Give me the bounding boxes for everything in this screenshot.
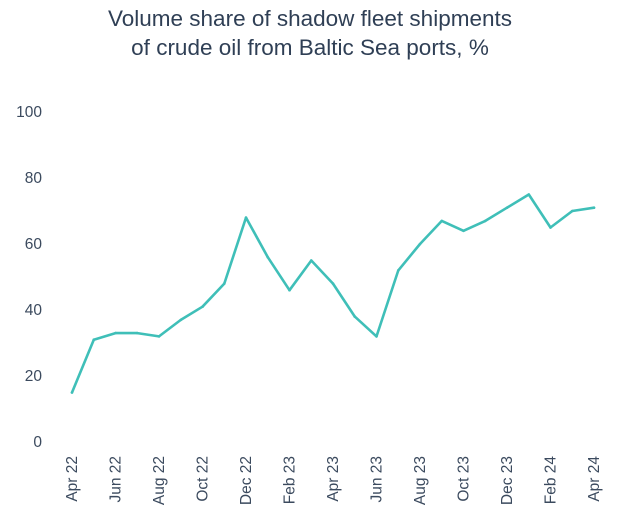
data-point bbox=[266, 255, 270, 259]
x-tick-label: Feb 24 bbox=[543, 456, 560, 505]
data-point bbox=[244, 216, 248, 219]
data-point bbox=[157, 335, 161, 338]
data-point bbox=[483, 219, 487, 223]
data-point bbox=[375, 335, 378, 338]
chart-title-line-2: of crude oil from Baltic Sea ports, % bbox=[131, 35, 489, 60]
data-point bbox=[179, 318, 183, 322]
x-tick-label: Apr 22 bbox=[64, 456, 81, 502]
x-tick-label: Feb 23 bbox=[282, 456, 299, 504]
data-point bbox=[570, 209, 574, 213]
x-tick-label: Aug 22 bbox=[151, 456, 168, 505]
chart-title: Volume share of shadow fleet shipments o… bbox=[0, 4, 620, 62]
data-point bbox=[92, 338, 96, 342]
y-tick-label: 20 bbox=[25, 368, 43, 385]
data-point bbox=[418, 242, 422, 246]
series-line bbox=[70, 193, 596, 394]
data-point bbox=[353, 315, 357, 318]
x-tick-label: Aug 23 bbox=[412, 456, 429, 505]
series-layer bbox=[70, 193, 596, 394]
x-tick-label: Apr 24 bbox=[586, 456, 603, 502]
y-tick-label: 60 bbox=[25, 236, 43, 253]
data-point bbox=[462, 229, 465, 233]
data-point bbox=[549, 226, 552, 229]
data-point bbox=[70, 391, 74, 394]
x-tick-label: Oct 22 bbox=[195, 456, 212, 502]
x-tick-label: Dec 22 bbox=[238, 456, 255, 505]
x-tick-label: Oct 23 bbox=[456, 456, 473, 502]
y-axis-ticks: 0 20 40 60 80 100 bbox=[16, 104, 42, 451]
data-point bbox=[505, 206, 509, 209]
data-point bbox=[440, 219, 444, 223]
y-tick-label: 0 bbox=[33, 434, 42, 451]
data-point bbox=[135, 331, 139, 335]
y-tick-label: 40 bbox=[25, 302, 43, 319]
data-point bbox=[222, 282, 226, 285]
x-tick-label: Jun 23 bbox=[369, 456, 386, 503]
y-tick-label: 80 bbox=[25, 170, 43, 187]
data-point bbox=[309, 259, 313, 262]
data-point bbox=[592, 206, 596, 209]
data-point bbox=[527, 193, 531, 196]
x-axis-ticks: Apr 22 Jun 22 Aug 22 Oct 22 Dec 22 Feb 23 Apr … bbox=[64, 456, 603, 506]
data-point bbox=[331, 282, 335, 285]
data-point bbox=[288, 288, 291, 292]
x-tick-label: Apr 23 bbox=[325, 456, 342, 502]
data-point bbox=[201, 305, 204, 309]
data-point bbox=[114, 331, 117, 335]
data-point bbox=[396, 269, 400, 272]
y-tick-label: 100 bbox=[16, 104, 42, 121]
x-tick-label: Jun 22 bbox=[108, 456, 125, 503]
chart-title-line-1: Volume share of shadow fleet shipments bbox=[108, 6, 512, 31]
x-tick-label: Dec 23 bbox=[499, 456, 516, 505]
